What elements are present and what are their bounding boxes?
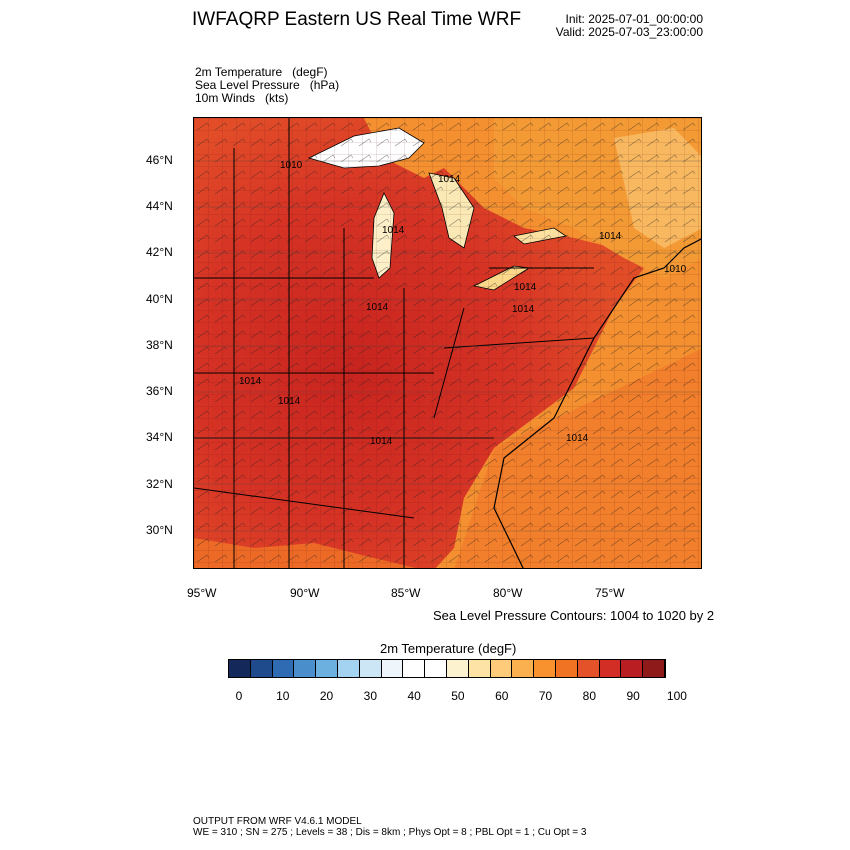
coastline [493, 238, 701, 568]
field-winds: 10m Winds (kts) [195, 91, 289, 105]
lat-label: 42°N [146, 245, 173, 259]
time-info: Init: 2025-07-01_00:00:00 Valid: 2025-07… [556, 13, 703, 39]
colorbar-swatch [555, 660, 578, 677]
colorbar-tick-label: 0 [235, 689, 243, 703]
field-temperature: 2m Temperature (degF) [195, 65, 328, 79]
valid-time: Valid: 2025-07-03_23:00:00 [555, 25, 703, 39]
colorbar-swatch [577, 660, 600, 677]
colorbar-swatch [468, 660, 491, 677]
lat-label: 34°N [146, 430, 173, 444]
colorbar-swatch [403, 660, 426, 677]
slp-label: 1014 [278, 396, 301, 407]
lat-label: 46°N [146, 153, 173, 167]
colorbar-tick-label: 70 [538, 689, 553, 703]
slp-label: 1014 [370, 436, 393, 447]
colorbar-swatch [446, 660, 469, 677]
colorbar-tick-label: 20 [319, 689, 334, 703]
init-time: Init: 2025-07-01_00:00:00 [565, 12, 703, 26]
wind-barbs [194, 118, 701, 568]
colorbar-swatch [229, 660, 251, 677]
slp-label: 1010 [280, 160, 303, 171]
lat-label: 38°N [146, 338, 173, 352]
slp-label: 1010 [664, 264, 687, 275]
graticule [194, 160, 701, 532]
colorbar-swatch [643, 660, 665, 677]
lat-label: 30°N [146, 523, 173, 537]
colorbar-tick-label: 30 [363, 689, 378, 703]
slp-label: 1014 [566, 433, 589, 444]
colorbar-swatch [250, 660, 273, 677]
slp-label: 1014 [599, 231, 622, 242]
map-panel: 1010 1014 1014 1014 1014 1014 1014 1014 … [193, 117, 702, 569]
lat-label: 32°N [146, 477, 173, 491]
colorbar-swatch [381, 660, 404, 677]
slp-labels: 1010 1014 1014 1014 1014 1014 1014 1014 … [239, 160, 687, 447]
colorbar-swatch [294, 660, 317, 677]
model-info: OUTPUT FROM WRF V4.6.1 MODEL [193, 816, 362, 827]
map-svg: 1010 1014 1014 1014 1014 1014 1014 1014 … [194, 118, 701, 568]
colorbar-swatch [534, 660, 556, 677]
colorbar-swatch [599, 660, 622, 677]
colorbar-title: 2m Temperature (degF) [380, 641, 517, 656]
lon-label: 95°W [187, 586, 217, 600]
lat-label: 36°N [146, 384, 173, 398]
colorbar-swatch [337, 660, 360, 677]
colorbar [228, 659, 666, 678]
colorbar-swatch [512, 660, 535, 677]
field-list: 2m Temperature (degF) Sea Level Pressure… [195, 66, 339, 105]
lat-label: 40°N [146, 292, 173, 306]
colorbar-tick-label: 60 [495, 689, 509, 703]
slp-label: 1014 [438, 174, 461, 185]
slp-label: 1014 [512, 304, 535, 315]
field-slp: Sea Level Pressure (hPa) [195, 78, 340, 92]
colorbar-swatch [316, 660, 338, 677]
lat-label: 44°N [146, 199, 173, 213]
colorbar-tick-label: 90 [626, 689, 640, 703]
colorbar-swatch [490, 660, 513, 677]
colorbar-swatch [621, 660, 644, 677]
slp-label: 1014 [514, 282, 537, 293]
colorbar-tick-label: 40 [407, 689, 421, 703]
model-config: WE = 310 ; SN = 275 ; Levels = 38 ; Dis … [193, 827, 587, 838]
colorbar-tick-label: 50 [451, 689, 465, 703]
lon-label: 75°W [595, 586, 625, 600]
colorbar-swatch [359, 660, 382, 677]
colorbar-tick-label: 100 [666, 689, 687, 703]
colorbar-tick-label: 10 [276, 689, 290, 703]
lon-label: 85°W [391, 586, 421, 600]
slp-label: 1014 [366, 302, 389, 313]
contour-note: Sea Level Pressure Contours: 1004 to 102… [433, 608, 715, 623]
colorbar-swatch [272, 660, 295, 677]
lon-label: 90°W [290, 586, 320, 600]
slp-label: 1014 [239, 376, 262, 387]
map-title: IWFAQRP Eastern US Real Time WRF [192, 9, 522, 30]
slp-label: 1014 [382, 225, 405, 236]
colorbar-swatch [425, 660, 447, 677]
lon-label: 80°W [493, 586, 523, 600]
colorbar-tick-label: 80 [582, 689, 597, 703]
